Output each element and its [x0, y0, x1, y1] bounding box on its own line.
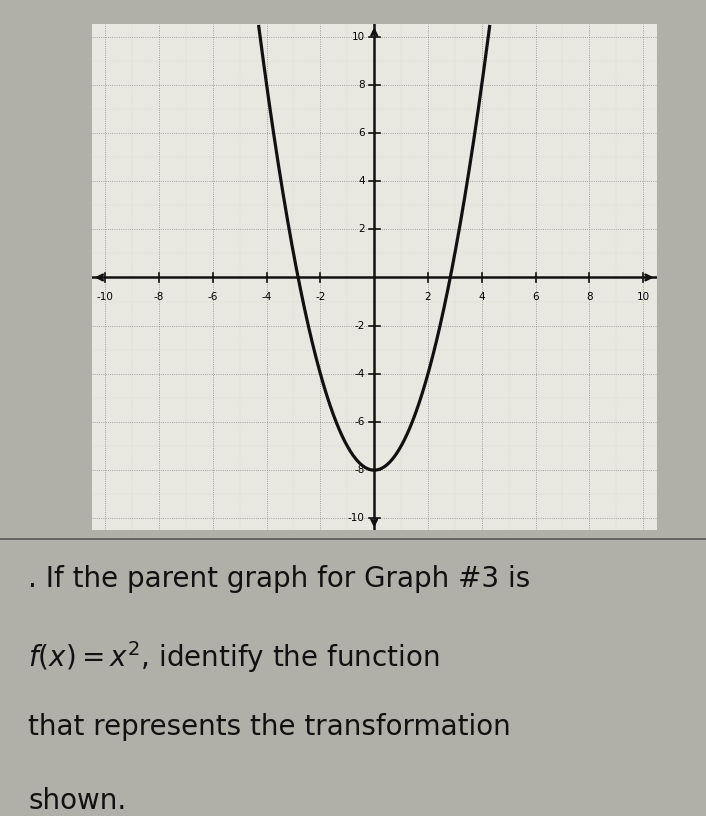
Text: -8: -8 [354, 465, 365, 475]
Text: . If the parent graph for Graph #3 is: . If the parent graph for Graph #3 is [28, 565, 530, 592]
Text: -6: -6 [208, 292, 218, 302]
Text: shown.: shown. [28, 787, 126, 815]
Text: 2: 2 [358, 224, 365, 234]
Text: 10: 10 [637, 292, 650, 302]
Text: -6: -6 [354, 417, 365, 427]
Text: 10: 10 [352, 32, 365, 42]
Text: 6: 6 [358, 128, 365, 138]
Text: 2: 2 [424, 292, 431, 302]
Text: -10: -10 [97, 292, 114, 302]
Text: 4: 4 [358, 176, 365, 186]
Text: -8: -8 [154, 292, 164, 302]
Text: 4: 4 [479, 292, 485, 302]
Text: -4: -4 [261, 292, 272, 302]
Text: 8: 8 [586, 292, 592, 302]
Text: -4: -4 [354, 369, 365, 379]
Text: 6: 6 [532, 292, 539, 302]
Text: -10: -10 [348, 513, 365, 523]
Text: $f(x) = x^2$, identify the function: $f(x) = x^2$, identify the function [28, 639, 440, 675]
Text: -2: -2 [354, 321, 365, 330]
Text: -2: -2 [315, 292, 325, 302]
Text: that represents the transformation: that represents the transformation [28, 713, 511, 741]
Text: 8: 8 [358, 80, 365, 90]
